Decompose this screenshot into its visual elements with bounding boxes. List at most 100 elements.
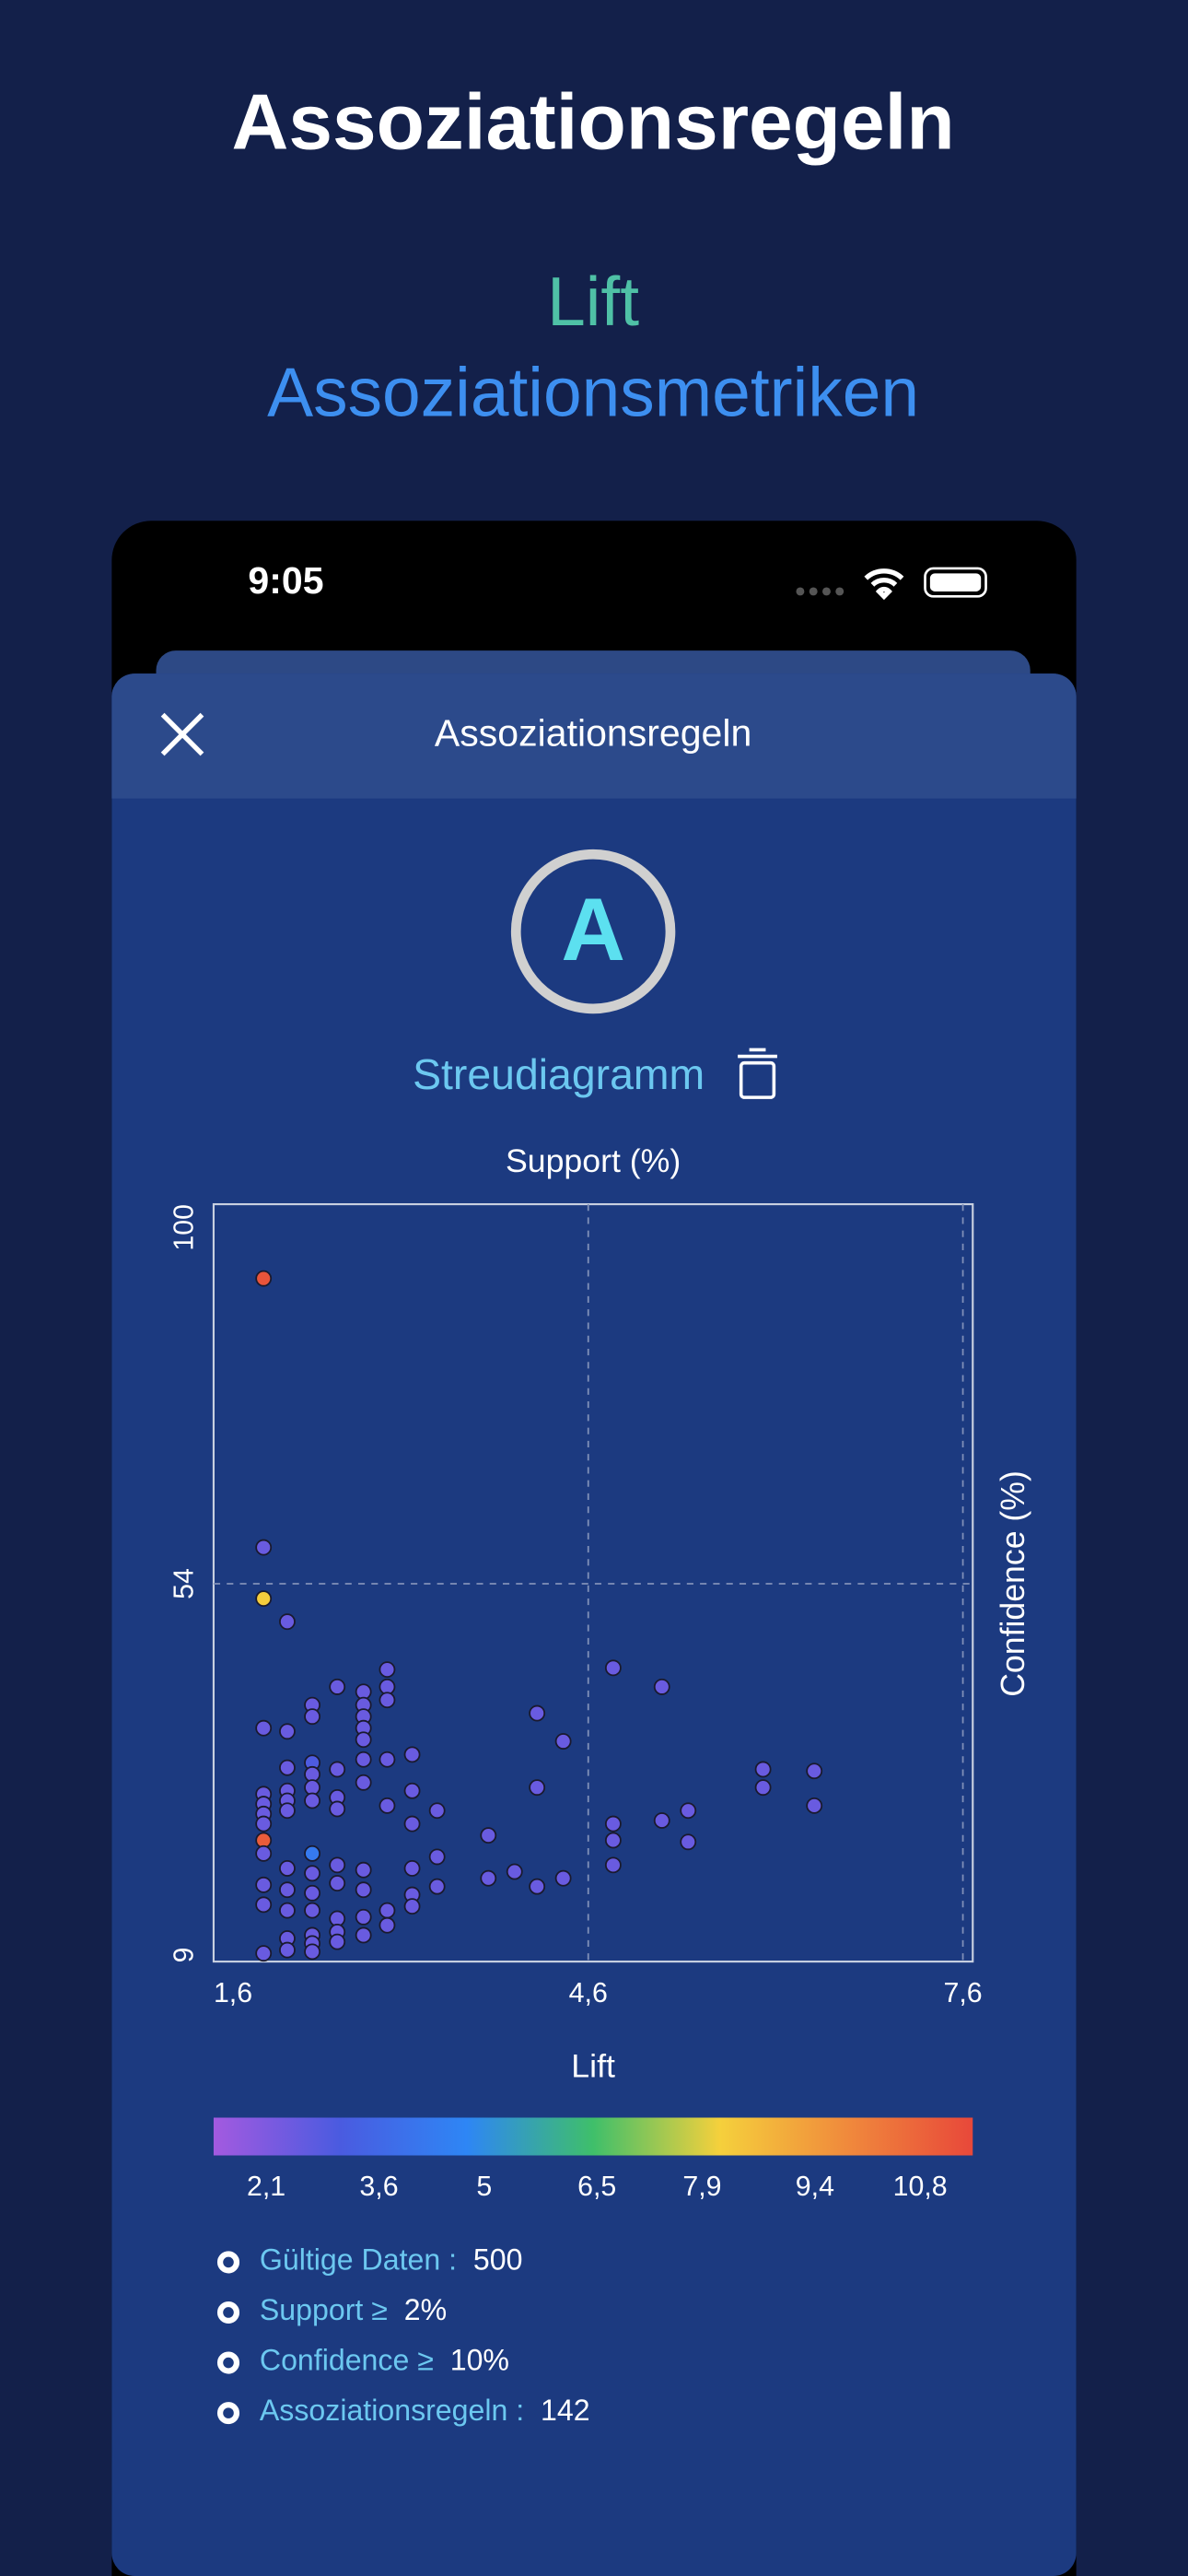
bullet — [216, 2351, 240, 2374]
point — [554, 1869, 572, 1887]
point — [304, 1792, 320, 1809]
colorbar-tick-label: 3,6 — [359, 2172, 398, 2202]
point — [329, 1679, 346, 1695]
point — [653, 1812, 670, 1829]
point — [529, 1779, 546, 1797]
point — [355, 1881, 372, 1899]
page-title: Assoziationsregeln — [232, 78, 955, 167]
point — [304, 1884, 320, 1902]
colorbar-tick-label: 2,1 — [247, 2172, 285, 2202]
point — [329, 1856, 346, 1874]
point — [304, 1902, 320, 1919]
point — [304, 1943, 320, 1961]
point — [279, 1902, 296, 1919]
point — [379, 1661, 396, 1679]
point — [379, 1751, 396, 1768]
x-tick-label: 7,6 — [943, 1978, 982, 2008]
colorbar-tick-label: 10,8 — [893, 2172, 948, 2202]
close-button[interactable] — [160, 712, 204, 756]
stat: Assoziationsregeln : 142 — [260, 2395, 590, 2428]
subtitle: Lift — [547, 263, 639, 340]
point — [403, 1815, 421, 1832]
point — [428, 1878, 446, 1895]
chart: Support (%) Lift Confidence (%) 1,6 4,6 7,6 9 5… — [169, 1142, 1031, 2202]
chart-name: Streudiagramm — [413, 1050, 705, 1098]
point — [355, 1751, 372, 1768]
battery-level — [929, 573, 982, 591]
point — [355, 1861, 372, 1879]
logo-letter: A — [561, 881, 625, 979]
point — [329, 1933, 346, 1950]
point — [255, 1590, 273, 1608]
point — [604, 1856, 622, 1874]
stat-value: 2% — [404, 2293, 447, 2326]
point — [329, 1875, 346, 1891]
point — [653, 1679, 670, 1695]
sheet-title: Assoziationsregeln — [435, 712, 751, 755]
point — [529, 1704, 546, 1722]
point — [279, 1723, 296, 1740]
point — [255, 1896, 273, 1914]
point — [304, 1844, 320, 1862]
point — [403, 1898, 421, 1915]
point — [379, 1916, 396, 1934]
point — [806, 1762, 823, 1780]
point — [754, 1779, 772, 1797]
stat-value: 10% — [450, 2344, 509, 2377]
tagline: Assoziationsmetriken — [267, 353, 919, 430]
point — [403, 1746, 421, 1763]
point — [806, 1797, 823, 1814]
battery-icon — [924, 567, 987, 598]
point — [304, 1865, 320, 1882]
point — [480, 1827, 497, 1844]
x-tick-label: 1,6 — [214, 1978, 252, 2008]
point — [355, 1774, 372, 1791]
colorbar-tick-label: 5 — [476, 2172, 492, 2202]
point — [604, 1832, 622, 1849]
point — [329, 1761, 346, 1778]
y-tick-label: 9 — [169, 1948, 200, 1963]
point — [329, 1800, 346, 1818]
stat-label: Gültige Daten : — [260, 2243, 457, 2277]
bullet — [216, 2251, 240, 2274]
point — [304, 1708, 320, 1726]
point — [255, 1270, 273, 1287]
point — [428, 1802, 446, 1820]
wifi-icon — [864, 568, 904, 601]
point — [279, 1802, 296, 1820]
point — [428, 1848, 446, 1866]
sheet-header — [111, 673, 1077, 799]
x-tick-label: 4,6 — [569, 1978, 608, 2008]
bullet — [216, 2402, 240, 2425]
point — [680, 1802, 697, 1820]
stat: Confidence ≥ 10% — [260, 2344, 509, 2377]
x-axis-label: Lift — [571, 2047, 615, 2084]
stat: Support ≥ 2% — [260, 2293, 447, 2326]
point — [480, 1869, 497, 1887]
trash-icon[interactable] — [738, 1048, 777, 1099]
point — [279, 1941, 296, 1959]
y-tick-label: 100 — [169, 1204, 200, 1251]
point — [554, 1733, 572, 1750]
y-tick-label: 54 — [169, 1568, 200, 1599]
point — [255, 1719, 273, 1737]
stat-label: Support ≥ — [260, 2293, 388, 2326]
point — [506, 1863, 523, 1880]
colorbar — [213, 2117, 973, 2156]
stat-value: 500 — [473, 2243, 523, 2277]
point — [403, 1860, 421, 1877]
point — [279, 1881, 296, 1899]
point — [680, 1833, 697, 1851]
colorbar-tick-label: 9,4 — [796, 2172, 834, 2202]
stat-label: Assoziationsregeln : — [260, 2395, 524, 2428]
colorbar-tick-label: 6,5 — [577, 2172, 616, 2202]
point — [255, 1876, 273, 1893]
point — [379, 1692, 396, 1709]
status-time: 9:05 — [248, 559, 323, 602]
stat-value: 142 — [541, 2395, 590, 2428]
signal-dots — [796, 587, 844, 596]
point — [379, 1797, 396, 1814]
stat-label: Confidence ≥ — [260, 2344, 434, 2377]
